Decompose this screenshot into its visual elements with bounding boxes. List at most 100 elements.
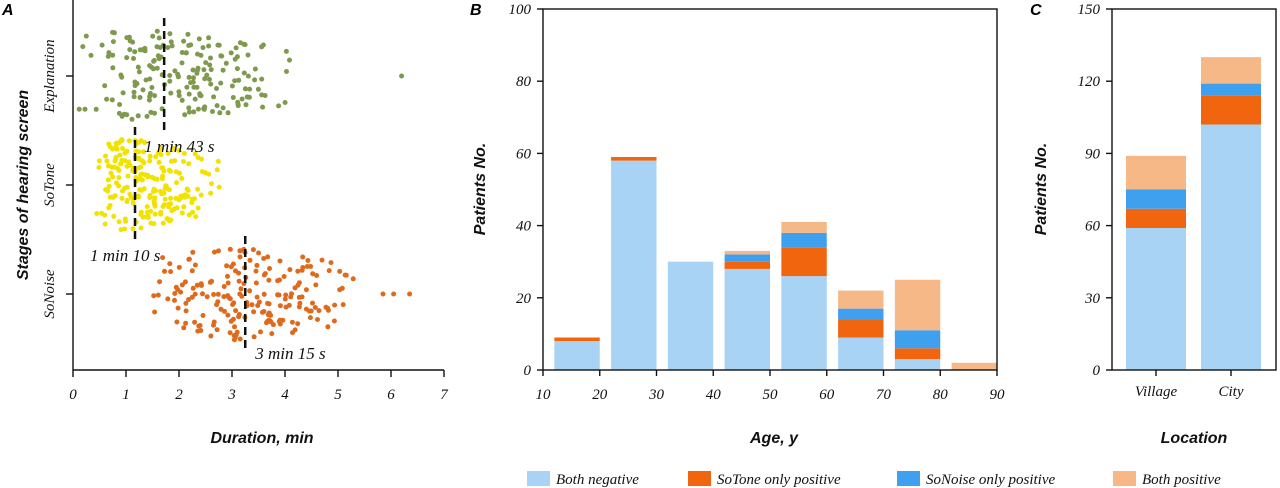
swarm-point — [166, 187, 172, 193]
panel-a-letter: A — [1, 2, 14, 19]
panel-b-ticks: 10 20 30 40 50 60 70 80 90 0 20 40 60 80 100 — [509, 2, 1006, 403]
swarm-point — [227, 330, 233, 336]
y-tick-label-sonoise: SoNoise — [42, 269, 58, 319]
swarm-point — [206, 76, 212, 82]
legend-swatch-sotone-only-positive — [688, 471, 711, 486]
outlier-point — [391, 291, 397, 297]
swarm-point — [212, 249, 217, 255]
panel-a-x-ticks: 0 1 2 3 4 5 6 7 — [69, 370, 449, 403]
bar-segment-both-positive — [1126, 155, 1186, 190]
panel-c-ticks: Village City 0 30 60 90 120 150 — [1078, 2, 1244, 400]
swarm-point — [216, 248, 221, 254]
swarm-point — [230, 95, 236, 100]
swarm-point — [214, 86, 219, 91]
swarm-point — [177, 170, 183, 176]
swarm-point — [305, 258, 311, 263]
swarm-point — [214, 327, 220, 333]
swarm-point — [207, 62, 213, 68]
x-tick-label: 5 — [334, 387, 342, 403]
swarm-point — [160, 220, 166, 226]
swarm-point — [325, 324, 331, 330]
y-tick-label-explanation: Explanation — [42, 39, 58, 113]
panel-b-letter: B — [470, 2, 482, 19]
swarm-point — [300, 265, 306, 270]
swarm-point — [162, 268, 167, 274]
swarm-point — [308, 308, 314, 314]
swarm-point — [228, 318, 234, 324]
swarm-point — [228, 264, 234, 270]
swarm-point — [281, 274, 287, 279]
swarm-point — [243, 102, 249, 108]
swarm-point — [151, 293, 157, 299]
swarm-point — [155, 292, 161, 298]
y-tick-label: 0 — [524, 363, 532, 379]
swarm-point — [147, 94, 153, 99]
swarm-point — [195, 205, 201, 211]
swarm-point — [96, 165, 102, 170]
swarm-point — [253, 268, 259, 274]
legend-label-both-positive: Both positive — [1142, 472, 1221, 488]
swarm-point — [233, 268, 238, 274]
swarm-point — [234, 66, 240, 72]
swarm-point — [140, 87, 146, 93]
swarm-point — [268, 312, 274, 318]
swarm-point — [141, 186, 147, 192]
swarm-point — [314, 273, 320, 278]
swarm-point — [111, 213, 117, 219]
swarm-point — [276, 292, 282, 298]
swarm-point — [216, 42, 222, 48]
swarm-point — [152, 309, 158, 315]
bar-segment-sotone-only-positive — [838, 319, 884, 338]
swarm-point — [149, 64, 154, 70]
bar-segment-both-positive — [781, 221, 827, 233]
legend-swatch-both-negative — [527, 471, 550, 486]
swarm-point — [154, 44, 160, 50]
x-tick-label: 1 — [122, 387, 130, 403]
swarm-point — [156, 56, 162, 62]
panel-b-bars — [554, 157, 997, 370]
swarm-point — [332, 302, 338, 308]
swarm-point — [283, 304, 289, 310]
swarm-point — [208, 67, 214, 73]
swarm-point — [167, 73, 173, 78]
swarm-point — [296, 294, 302, 300]
swarm-point — [110, 65, 116, 71]
swarm-point — [117, 152, 123, 158]
swarm-point — [295, 268, 301, 274]
swarm-point — [185, 193, 191, 199]
swarm-point — [108, 170, 114, 176]
swarm-point — [151, 58, 157, 64]
swarm-point — [190, 249, 196, 255]
x-tick-label: 10 — [536, 387, 552, 403]
swarm-point — [151, 200, 157, 206]
swarm-point — [123, 218, 129, 224]
swarm-point — [131, 56, 136, 61]
swarm-point — [232, 78, 238, 84]
swarm-point — [287, 267, 293, 273]
swarm-point — [245, 52, 251, 58]
y-tick-label: 60 — [516, 146, 532, 162]
swarm-point — [209, 278, 215, 284]
swarm-point — [185, 31, 191, 37]
swarm-point — [135, 64, 141, 70]
swarm-point — [106, 205, 112, 211]
swarm-point — [188, 42, 194, 48]
swarm-point — [217, 110, 223, 116]
x-tick-label: 70 — [876, 387, 892, 403]
swarm-point — [190, 67, 196, 73]
swarm-point — [195, 106, 201, 112]
swarm-point — [153, 188, 158, 194]
swarm-point — [191, 75, 196, 81]
swarm-point — [180, 193, 186, 199]
swarm-point — [144, 204, 150, 210]
swarm-point — [319, 257, 325, 263]
bar-segment-both-positive — [894, 279, 941, 331]
bar-segment-both-positive — [951, 362, 997, 370]
swarm-point — [292, 285, 298, 291]
panel-b: B 10 20 30 40 50 60 70 80 90 0 20 40 60 80 100 Patient… — [470, 2, 1005, 447]
legend-swatch-both-positive — [1113, 471, 1136, 486]
swarm-point — [179, 60, 185, 66]
swarm-point — [208, 81, 214, 87]
swarm-point — [337, 287, 343, 293]
x-tick-label: 50 — [763, 387, 779, 403]
